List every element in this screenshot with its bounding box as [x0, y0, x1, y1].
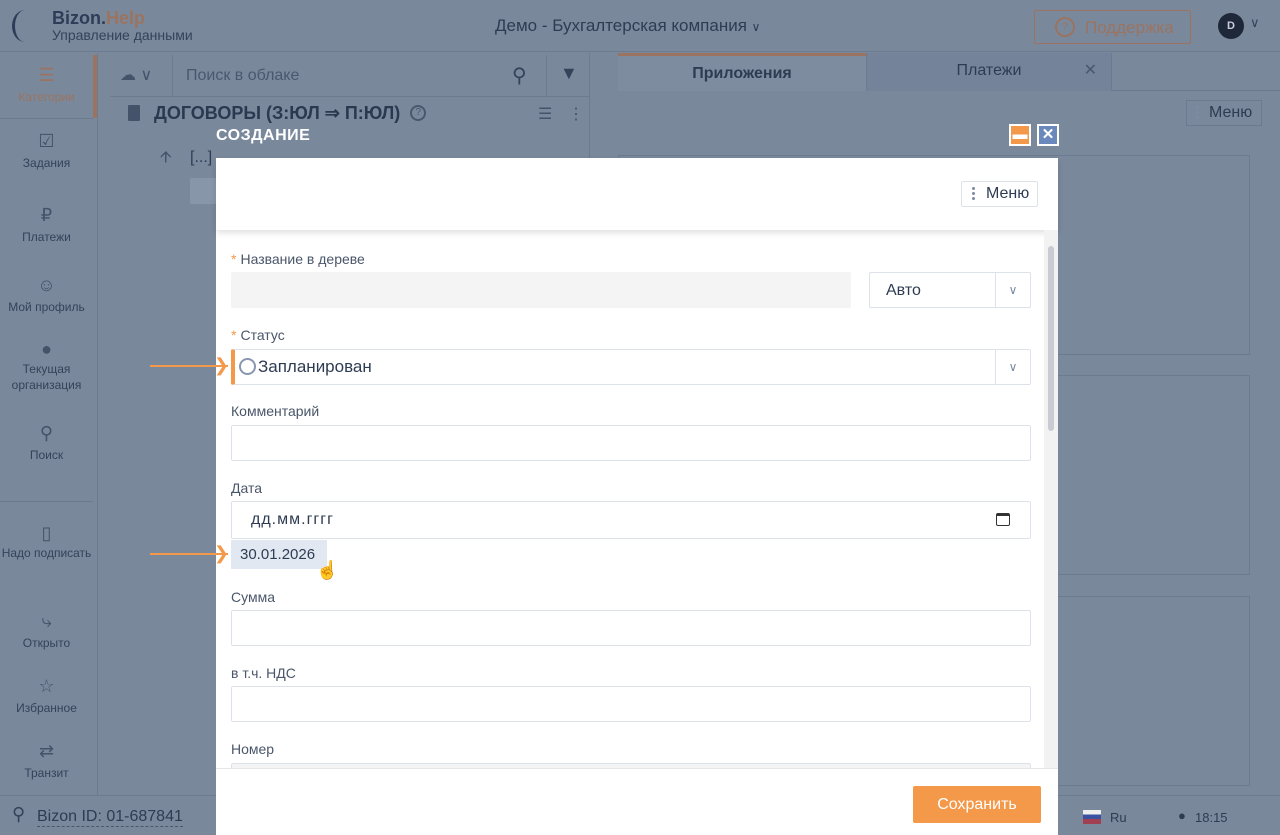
close-icon[interactable]: ✕ — [1083, 62, 1097, 79]
share-icon: ⤷ — [41, 611, 52, 631]
active-indicator — [93, 55, 97, 118]
filter-icon[interactable]: ▼ — [560, 63, 578, 83]
sidebar-item-search[interactable]: ⚲ Поиск — [0, 423, 93, 462]
save-button[interactable]: Сохранить — [913, 786, 1041, 823]
right-menu-button[interactable]: Меню — [1186, 100, 1262, 126]
tree-item-document[interactable] — [190, 178, 216, 204]
help-icon[interactable]: ? — [410, 105, 427, 121]
search-icon: ⚲ — [39, 423, 54, 443]
support-button[interactable]: ? Поддержка — [1034, 10, 1191, 44]
more-icon[interactable]: ⋮ — [568, 106, 584, 123]
form-scroll-area: * Название в дереве Авто ∨ * Статус Заплани… — [216, 230, 1058, 768]
panel-title: ДОГОВОРЫ (З:ЮЛ ⇒ П:ЮЛ) — [154, 103, 401, 123]
modal-title: СОЗДАНИЕ — [216, 127, 311, 144]
date-input[interactable]: дд.мм.гггг — [231, 501, 1031, 539]
sidebar-item-favorites[interactable]: ☆ Избранное — [0, 676, 93, 715]
support-chat-icon: ? — [1055, 17, 1075, 37]
comment-label: Комментарий — [231, 403, 320, 419]
chevron-down-icon[interactable]: ∨ — [1250, 15, 1260, 30]
cloud-icon[interactable]: ☁ ∨ — [120, 67, 153, 84]
user-icon: ● — [1178, 808, 1186, 823]
annotation-arrow — [150, 365, 228, 367]
task-check-icon: ☑ — [38, 131, 55, 151]
chevron-down-icon[interactable]: ∨ — [995, 350, 1030, 384]
chevron-down-icon[interactable]: ∨ — [995, 273, 1030, 307]
name-label: * Название в дереве — [231, 251, 365, 267]
user-icon: ☺ — [37, 275, 56, 295]
up-arrow-icon[interactable]: 🡩 — [160, 149, 172, 166]
app-header: Bizon.Help Управление данными Демо - Бух… — [0, 0, 1280, 52]
panel-title-row: ДОГОВОРЫ (З:ЮЛ ⇒ П:ЮЛ) ? — [154, 103, 427, 123]
sidebar-item-profile[interactable]: ☺ Мой профиль — [0, 275, 93, 314]
arrow-head-icon: ❯ — [214, 355, 230, 375]
dialog-menu-button[interactable]: Меню — [961, 181, 1038, 207]
usb-key-icon: ▯ — [41, 523, 52, 543]
logo-icon — [12, 10, 38, 42]
clock-time: 18:15 — [1195, 810, 1228, 825]
dialog-toolbar: Меню — [216, 158, 1058, 230]
tab-applications[interactable]: Приложения — [618, 53, 866, 91]
sidebar-item-categories[interactable]: ☰ Категории — [0, 65, 93, 104]
date-label: Дата — [231, 480, 263, 496]
chevron-down-icon: ∨ — [751, 20, 761, 34]
name-input[interactable] — [231, 272, 851, 308]
right-tabs: Приложения Платежи ✕ — [618, 53, 1280, 91]
transfer-icon: ⇄ — [38, 741, 55, 761]
close-button[interactable]: ✕ — [1037, 124, 1059, 146]
menu-icon: ☰ — [38, 65, 55, 85]
ruble-icon: ₽ — [40, 205, 53, 225]
avatar[interactable]: D — [1218, 13, 1244, 39]
sidebar-item-transit[interactable]: ⇄ Транзит — [0, 741, 93, 780]
number-label: Номер — [231, 741, 275, 757]
tree-up-item[interactable]: [...] — [190, 149, 213, 166]
document-icon — [128, 105, 140, 121]
logo-title[interactable]: Bizon.Help — [52, 8, 146, 28]
date-suggestion[interactable]: 30.01.2026 — [231, 540, 327, 569]
comment-input[interactable] — [231, 425, 1031, 461]
vat-input[interactable] — [231, 686, 1031, 722]
sidebar-item-opened[interactable]: ⤷ Открыто — [0, 611, 93, 650]
language-selector[interactable]: Ru — [1110, 810, 1127, 825]
clock-icon — [239, 358, 256, 375]
status-select[interactable]: Запланирован ∨ — [231, 349, 1031, 385]
company-selector[interactable]: Демо - Бухгалтерская компания ∨ — [495, 16, 761, 35]
sidebar-item-to-sign[interactable]: ▯ Надо подписать — [1, 523, 92, 560]
sum-input[interactable] — [231, 610, 1031, 646]
search-icon[interactable]: ⚲ — [512, 65, 527, 87]
cloud-search-bar: ☁ ∨ Поиск в облаке ⚲ ▼ — [110, 55, 590, 97]
sidebar-item-tasks[interactable]: ☑ Задания — [0, 131, 93, 170]
search-input[interactable]: Поиск в облаке — [186, 67, 300, 84]
annotation-arrow — [150, 553, 228, 555]
vat-label: в т.ч. НДС — [231, 665, 296, 681]
status-label: * Статус — [231, 327, 285, 343]
logo-subtitle: Управление данными — [52, 27, 193, 43]
name-mode-select[interactable]: Авто ∨ — [869, 272, 1031, 308]
location-pin-icon: ● — [41, 339, 52, 359]
bizon-id[interactable]: Bizon ID: 01-687841 — [37, 808, 183, 827]
number-input[interactable] — [231, 763, 1031, 768]
search-icon: ⚲ — [12, 804, 26, 824]
sidebar-item-organization[interactable]: ● Текущая организация — [0, 339, 93, 393]
tab-payments[interactable]: Платежи ✕ — [866, 53, 1112, 91]
hand-cursor-icon: ☝ — [316, 560, 339, 580]
arrow-head-icon: ❯ — [214, 543, 230, 563]
list-icon[interactable]: ☰ — [538, 106, 553, 123]
sidebar: ☰ Категории ☑ Задания ₽ Платежи ☺ Мой профил… — [0, 53, 98, 795]
scrollbar[interactable] — [1044, 230, 1058, 768]
maximize-button[interactable]: ▬ — [1009, 124, 1031, 146]
russia-flag-icon[interactable] — [1083, 810, 1101, 824]
create-dialog: Меню * Название в дереве Авто ∨ * Статус За… — [216, 158, 1058, 835]
star-icon: ☆ — [38, 676, 55, 696]
sum-label: Сумма — [231, 589, 275, 605]
calendar-icon[interactable] — [996, 513, 1010, 526]
sidebar-item-payments[interactable]: ₽ Платежи — [0, 205, 93, 244]
